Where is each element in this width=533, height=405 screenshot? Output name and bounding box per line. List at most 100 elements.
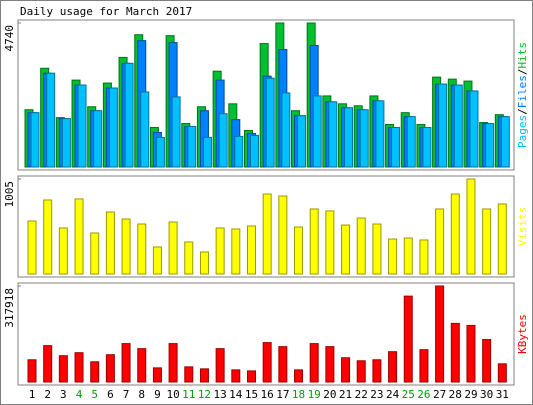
bar	[90, 232, 100, 275]
bar	[27, 220, 37, 275]
legend-entry: KBytes	[516, 314, 529, 354]
bar	[187, 126, 197, 168]
bar	[74, 198, 84, 275]
bar	[262, 193, 272, 275]
bar	[341, 357, 351, 383]
bar	[406, 116, 416, 168]
bar	[450, 322, 460, 383]
bar	[140, 91, 150, 168]
x-tick-label: 17	[276, 388, 289, 401]
bar	[234, 135, 244, 168]
bar	[46, 72, 56, 168]
bar	[419, 239, 429, 275]
legend-entry: Hits	[516, 42, 529, 69]
bar	[231, 369, 241, 383]
x-tick-label: 7	[123, 388, 130, 401]
bar	[294, 226, 304, 275]
bar	[58, 355, 68, 383]
x-tick-label: 4	[76, 388, 83, 401]
legend: Visits	[516, 207, 529, 247]
bar	[312, 95, 322, 168]
bar	[403, 237, 413, 275]
y-tick-label: 1005	[3, 181, 16, 208]
bar	[356, 217, 366, 275]
bar	[199, 251, 209, 275]
bar	[344, 107, 354, 168]
bar	[497, 363, 507, 383]
bar	[497, 203, 507, 275]
bar	[435, 285, 445, 383]
bar	[246, 225, 256, 275]
bar	[93, 110, 103, 168]
bar	[281, 92, 291, 168]
bar	[108, 87, 118, 168]
y-tick-label: 4740	[3, 25, 16, 52]
x-tick-label: 30	[480, 388, 493, 401]
bar	[168, 221, 178, 275]
bar	[388, 238, 398, 275]
x-tick-label: 31	[496, 388, 509, 401]
bar	[155, 136, 165, 168]
bar	[388, 351, 398, 383]
bar	[202, 136, 212, 168]
bar	[356, 360, 366, 383]
bar	[74, 352, 84, 383]
bar	[105, 211, 115, 275]
bar	[27, 359, 37, 383]
bar	[309, 343, 319, 383]
bar	[435, 208, 445, 275]
x-tick-label: 5	[91, 388, 98, 401]
bar	[482, 208, 492, 275]
bar	[43, 199, 53, 275]
legend-entry: Visits	[516, 207, 529, 247]
bar	[231, 228, 241, 275]
bar	[246, 370, 256, 383]
x-tick-label: 15	[245, 388, 258, 401]
bar	[137, 223, 147, 275]
bar	[453, 84, 463, 168]
x-tick-label: 13	[214, 388, 227, 401]
x-tick-label: 21	[339, 388, 352, 401]
bar	[391, 127, 401, 168]
legend-entry: Pages	[516, 115, 529, 148]
bar	[466, 324, 476, 383]
chart-title: Daily usage for March 2017	[20, 5, 192, 18]
x-tick-label: 20	[323, 388, 336, 401]
bar	[265, 77, 275, 168]
bar	[325, 210, 335, 275]
bar	[469, 90, 479, 168]
bar	[184, 241, 194, 275]
bar	[482, 339, 492, 383]
x-tick-label: 3	[60, 388, 67, 401]
bar	[294, 369, 304, 383]
x-tick-label: 19	[308, 388, 321, 401]
bar	[372, 223, 382, 275]
bar	[500, 116, 510, 168]
y-tick-label: 317918	[3, 288, 16, 328]
legend-entry: Files	[516, 75, 529, 108]
x-tick-label: 16	[261, 388, 274, 401]
bar	[450, 193, 460, 275]
x-tick-label: 26	[417, 388, 430, 401]
bar	[215, 348, 225, 383]
x-tick-label: 23	[370, 388, 383, 401]
bar	[215, 227, 225, 275]
bar	[328, 101, 338, 168]
bar	[466, 178, 476, 275]
bar	[325, 346, 335, 383]
x-tick-label: 18	[292, 388, 305, 401]
legend-separator: /	[516, 108, 529, 115]
bar	[58, 227, 68, 275]
x-tick-label: 6	[107, 388, 114, 401]
bar	[438, 83, 448, 168]
bar	[184, 366, 194, 383]
bar	[121, 343, 131, 383]
bar	[61, 118, 71, 168]
bar	[485, 123, 495, 168]
bar	[297, 115, 307, 168]
bar	[262, 342, 272, 383]
bar	[341, 224, 351, 275]
bar	[403, 295, 413, 383]
bar	[152, 246, 162, 275]
bar	[90, 361, 100, 383]
